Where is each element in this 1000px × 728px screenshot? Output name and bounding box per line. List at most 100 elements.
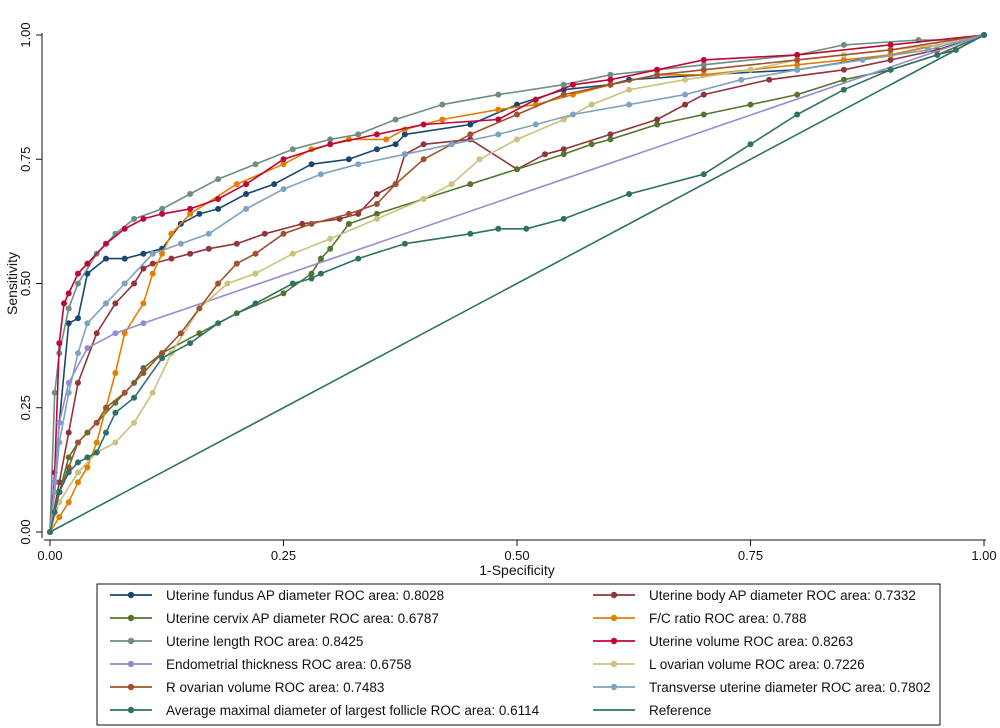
data-point bbox=[131, 215, 138, 222]
data-point bbox=[112, 330, 119, 337]
data-point bbox=[159, 250, 166, 257]
data-point bbox=[439, 101, 446, 108]
data-point bbox=[112, 439, 119, 446]
data-point bbox=[607, 76, 614, 83]
data-point bbox=[560, 91, 567, 98]
data-point bbox=[65, 389, 72, 396]
data-point bbox=[65, 320, 72, 327]
data-point bbox=[607, 136, 614, 143]
data-point bbox=[355, 131, 362, 138]
data-point bbox=[140, 265, 147, 272]
data-point bbox=[56, 419, 63, 426]
data-point bbox=[700, 56, 707, 63]
data-point bbox=[345, 156, 352, 163]
data-point bbox=[75, 379, 81, 386]
data-point bbox=[327, 245, 334, 252]
data-point bbox=[187, 205, 194, 212]
data-point bbox=[654, 121, 661, 128]
data-point bbox=[103, 300, 109, 307]
data-point bbox=[51, 489, 58, 496]
data-point bbox=[65, 454, 72, 461]
data-point bbox=[196, 305, 203, 312]
data-point bbox=[682, 91, 689, 98]
series-line bbox=[49, 34, 985, 533]
data-point bbox=[747, 66, 754, 73]
data-point bbox=[840, 66, 847, 73]
data-point bbox=[570, 111, 576, 118]
legend-item: Transverse uterine diameter ROC area: 0.… bbox=[593, 680, 931, 695]
data-point bbox=[56, 489, 63, 496]
legend-swatch-marker bbox=[610, 637, 618, 645]
legend-swatch-marker bbox=[610, 683, 618, 691]
data-point bbox=[514, 111, 520, 118]
legend-item: Reference bbox=[593, 703, 711, 718]
legend-item: Uterine length ROC area: 0.8425 bbox=[110, 634, 363, 649]
data-point bbox=[121, 225, 128, 232]
data-point bbox=[654, 116, 661, 123]
data-point bbox=[794, 66, 801, 73]
data-point bbox=[794, 61, 801, 68]
data-point bbox=[112, 370, 119, 376]
data-point bbox=[355, 161, 362, 168]
data-point bbox=[420, 196, 427, 202]
data-point bbox=[168, 230, 175, 237]
data-point bbox=[392, 141, 399, 148]
data-point bbox=[700, 66, 707, 73]
data-point bbox=[654, 66, 661, 73]
legend-swatch-marker bbox=[127, 591, 135, 599]
data-point bbox=[934, 51, 941, 58]
data-point bbox=[308, 220, 315, 227]
data-point bbox=[448, 181, 455, 188]
data-point bbox=[373, 210, 380, 217]
data-point bbox=[327, 141, 334, 148]
data-point bbox=[560, 146, 567, 153]
series-line bbox=[49, 34, 985, 533]
data-point bbox=[840, 41, 847, 48]
data-point bbox=[65, 290, 72, 297]
data-point bbox=[121, 330, 128, 337]
x-tick-label: 0.00 bbox=[37, 548, 62, 563]
data-point bbox=[177, 240, 184, 247]
axes: 0.00 0.25 0.50 0.75 1.00 0.00 0.25 0.50 0.75 1.0… bbox=[4, 22, 997, 578]
data-point bbox=[84, 454, 91, 461]
data-point bbox=[560, 81, 567, 88]
data-point bbox=[859, 56, 866, 63]
data-point bbox=[84, 345, 91, 352]
legend-item: Uterine cervix AP diameter ROC area: 0.6… bbox=[110, 611, 439, 626]
x-ticks: 0.00 0.25 0.50 0.75 1.00 bbox=[37, 540, 997, 563]
legend-item: Uterine body AP diameter ROC area: 0.733… bbox=[593, 588, 916, 603]
data-point bbox=[887, 46, 894, 53]
data-point bbox=[93, 330, 100, 337]
data-point bbox=[289, 280, 296, 287]
series-5 bbox=[47, 32, 987, 535]
series-7 bbox=[47, 32, 987, 535]
data-point bbox=[252, 250, 259, 257]
data-point bbox=[131, 419, 138, 426]
data-point bbox=[271, 181, 278, 188]
data-point bbox=[75, 439, 81, 446]
data-point bbox=[887, 41, 894, 48]
legend-item: F/C ratio ROC area: 0.788 bbox=[593, 611, 807, 626]
data-point bbox=[420, 141, 427, 148]
data-point bbox=[140, 320, 147, 327]
data-point bbox=[467, 121, 474, 128]
data-point bbox=[373, 191, 380, 197]
data-point bbox=[514, 136, 520, 143]
data-point bbox=[103, 404, 109, 411]
data-point bbox=[523, 225, 530, 232]
data-point bbox=[289, 146, 296, 153]
series-line bbox=[49, 34, 985, 533]
data-point bbox=[75, 469, 81, 476]
data-point bbox=[467, 230, 474, 237]
data-point bbox=[103, 240, 109, 247]
legend-swatch-marker bbox=[127, 637, 135, 645]
data-point bbox=[345, 220, 352, 227]
plot-lines bbox=[47, 32, 987, 535]
data-point bbox=[280, 156, 287, 163]
data-point bbox=[887, 56, 894, 63]
data-point bbox=[103, 429, 109, 436]
y-ticks: 0.00 0.25 0.50 0.75 1.00 bbox=[18, 22, 42, 545]
data-point bbox=[168, 255, 175, 262]
data-point bbox=[373, 131, 380, 138]
data-point bbox=[215, 176, 222, 183]
